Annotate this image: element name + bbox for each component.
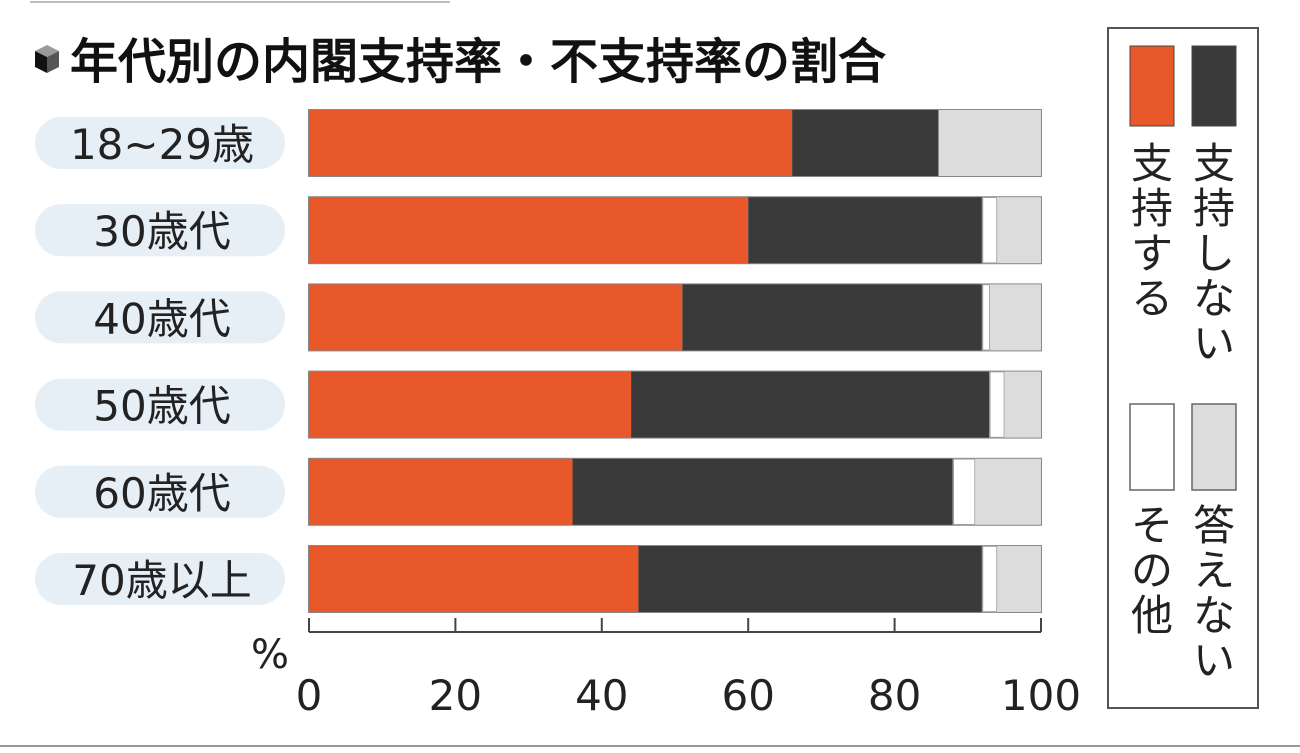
x-tick-label: 0 — [296, 671, 323, 720]
bar-segment-other — [981, 545, 998, 613]
x-tick-label: 20 — [429, 671, 482, 720]
legend-char: 支 — [1131, 139, 1173, 188]
cube-icon — [35, 45, 59, 73]
x-axis: 0 20 40 60 80 100 % — [251, 618, 1081, 720]
legend-char: な — [1193, 274, 1235, 323]
legend-swatch-noanswer — [1191, 403, 1237, 491]
bar-segment-support — [309, 197, 749, 264]
bar-segment-nonsupport — [748, 197, 983, 264]
bar-segment-support — [309, 458, 573, 525]
bar-segment-support — [309, 546, 639, 612]
bar-segment-noanswer — [938, 110, 1041, 176]
legend-swatch-support — [1129, 45, 1175, 127]
legend-char: る — [1131, 274, 1173, 323]
category-label: 30歳代 — [93, 207, 230, 256]
x-tick-label: 60 — [721, 671, 774, 720]
category-pill — [35, 553, 285, 605]
chart-title-group: 年代別の内閣支持率・不支持率の割合 — [35, 34, 886, 90]
bar-segment-noanswer — [989, 284, 1041, 351]
bars — [308, 109, 1042, 613]
category-pill — [35, 378, 285, 431]
bar-segment-noanswer — [997, 197, 1041, 264]
category-label: 50歳代 — [93, 382, 230, 431]
legend-char: の — [1131, 546, 1173, 595]
legend-char: 支 — [1193, 139, 1235, 188]
legend-char: え — [1193, 546, 1235, 595]
legend-frame — [1107, 27, 1259, 709]
category-pill — [35, 291, 285, 344]
bar-segment-support — [309, 110, 793, 176]
legend-char: い — [1193, 319, 1235, 368]
legend-char: な — [1193, 591, 1235, 640]
category-label: 60歳代 — [93, 469, 230, 518]
legend-label: その他 — [1131, 501, 1173, 640]
legend-swatch-nonsupport — [1191, 45, 1237, 127]
bar-segment-noanswer — [997, 546, 1041, 612]
x-tick-label: 100 — [1001, 671, 1081, 720]
legend-char: 持 — [1193, 184, 1235, 233]
legend-char: い — [1193, 636, 1235, 685]
category-labels: 18~29歳 30歳代 40歳代 50歳代 60歳代 70歳以上 — [35, 117, 285, 605]
bar-segment-other — [981, 196, 998, 264]
bar-segment-support — [309, 371, 632, 438]
bar-segment-nonsupport — [792, 110, 939, 176]
category-label: 40歳代 — [93, 294, 230, 343]
bar-segment-other — [981, 283, 991, 352]
bar-segment-nonsupport — [631, 371, 990, 438]
legend-char: 答 — [1193, 501, 1235, 550]
x-tick-label: 40 — [575, 671, 628, 720]
chart-title: 年代別の内閣支持率・不支持率の割合 — [70, 34, 886, 90]
bar-segment-nonsupport — [638, 546, 983, 612]
legend-char: 他 — [1131, 591, 1173, 640]
bar-segment-noanswer — [975, 458, 1041, 525]
x-tick-label: 80 — [868, 671, 921, 720]
bar-segment-support — [309, 284, 683, 351]
bar-segment-other — [989, 370, 1006, 439]
bar-segment-other — [952, 458, 976, 526]
category-pill — [35, 465, 285, 518]
legend-swatch-other — [1129, 403, 1175, 491]
category-pill — [35, 204, 285, 257]
x-ticks: 0 20 40 60 80 100 — [296, 618, 1081, 720]
bar-segment-nonsupport — [682, 284, 983, 351]
legend-char: そ — [1131, 501, 1173, 550]
bar-segment-noanswer — [1004, 371, 1041, 438]
legend-char: し — [1193, 229, 1235, 278]
category-label: 18~29歳 — [70, 120, 254, 169]
category-pill — [35, 117, 285, 169]
legend-char: 持 — [1131, 184, 1173, 233]
legend-char: す — [1131, 229, 1173, 278]
category-label: 70歳以上 — [72, 556, 251, 605]
x-unit-label: % — [251, 632, 289, 678]
bar-segment-nonsupport — [572, 458, 954, 525]
